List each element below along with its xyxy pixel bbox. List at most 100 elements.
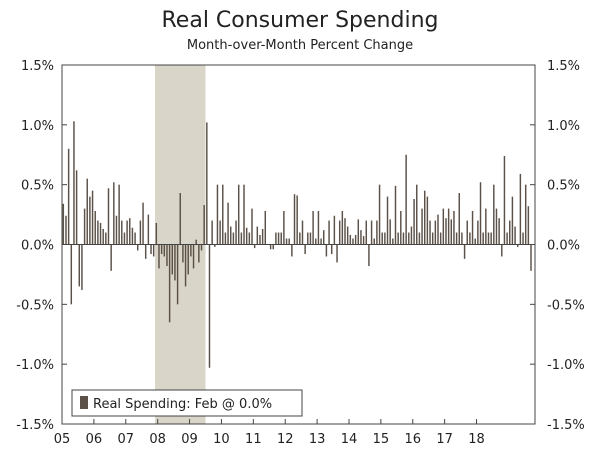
bar	[115, 215, 118, 245]
bar	[62, 203, 65, 245]
bar	[73, 121, 75, 245]
bar	[466, 220, 468, 245]
bar	[431, 232, 434, 245]
bar	[338, 220, 341, 245]
bar	[336, 244, 338, 263]
y-tick-label-left: 1.5%	[21, 59, 54, 74]
bar	[307, 232, 309, 245]
bar	[277, 232, 280, 245]
bar	[370, 220, 373, 245]
bar	[187, 244, 189, 275]
bar	[368, 244, 370, 267]
bar	[477, 220, 479, 245]
x-tick-label: 14	[341, 432, 358, 447]
bar	[455, 232, 458, 245]
y-tick-label-left: -0.5%	[16, 298, 54, 313]
bar	[78, 244, 80, 287]
x-tick-label: 05	[54, 432, 71, 447]
bar	[511, 196, 514, 245]
legend: Real Spending: Feb @ 0.0%	[71, 389, 303, 417]
bar	[166, 244, 168, 267]
bar	[222, 184, 224, 245]
bar	[280, 232, 282, 245]
bar	[208, 244, 211, 368]
x-tick-label: 09	[181, 432, 198, 447]
bar	[389, 219, 391, 245]
bar	[384, 232, 386, 245]
bar	[309, 232, 312, 245]
bar	[126, 220, 128, 245]
bar	[495, 208, 498, 245]
bar	[344, 218, 346, 245]
bar	[413, 199, 415, 245]
bar	[245, 227, 248, 245]
bar	[89, 196, 91, 245]
bar	[304, 244, 306, 255]
x-tick-label: 08	[149, 432, 166, 447]
bar	[333, 215, 336, 245]
bar	[70, 244, 73, 305]
bar	[522, 232, 524, 245]
bar	[272, 244, 274, 250]
bar	[352, 238, 354, 245]
bar	[506, 232, 508, 245]
bar	[421, 208, 423, 245]
bar	[142, 202, 144, 245]
bar	[317, 210, 320, 245]
bar	[482, 232, 484, 245]
bar	[392, 238, 394, 245]
bar	[113, 182, 115, 245]
legend-swatch	[80, 396, 88, 409]
y-tick-label-right: 1.5%	[547, 59, 580, 74]
bar	[349, 234, 352, 245]
bar	[320, 238, 322, 245]
bar	[530, 244, 532, 271]
bar	[179, 193, 181, 245]
bar	[102, 228, 104, 245]
bar	[437, 214, 439, 245]
legend-label: Real Spending: Feb @ 0.0%	[93, 397, 272, 412]
bar	[527, 206, 530, 245]
bar	[219, 220, 221, 245]
bar	[493, 184, 495, 245]
bar	[227, 202, 229, 245]
bar	[232, 232, 235, 245]
bar	[519, 173, 522, 245]
chart-title: Real Consumer Spending	[161, 8, 439, 33]
bar	[67, 148, 70, 245]
bar	[445, 218, 447, 245]
x-tick-label: 10	[213, 432, 230, 447]
bar	[461, 232, 463, 245]
bar	[418, 232, 421, 245]
bar	[400, 210, 402, 245]
bar	[283, 210, 285, 245]
bar	[354, 234, 357, 245]
bar	[524, 184, 527, 245]
bar	[97, 220, 99, 245]
bar	[259, 234, 261, 245]
bar	[293, 194, 296, 245]
y-tick-label-right: -0.5%	[547, 298, 585, 313]
bar	[65, 215, 67, 245]
bar	[323, 230, 325, 245]
bar	[261, 228, 264, 245]
bar	[243, 184, 245, 245]
bar	[315, 238, 317, 245]
bar	[129, 218, 131, 245]
bar	[158, 244, 160, 269]
x-tick-label: 13	[309, 432, 326, 447]
x-tick-label: 11	[245, 432, 262, 447]
y-tick-label-left: -1.5%	[16, 418, 54, 433]
bar	[408, 232, 410, 245]
bar	[429, 220, 431, 245]
bar	[453, 210, 455, 245]
bar	[253, 244, 256, 249]
bar	[479, 182, 482, 245]
bar	[134, 232, 136, 245]
bar	[200, 244, 203, 251]
bar	[107, 188, 110, 245]
bar	[405, 154, 407, 245]
bar	[328, 220, 330, 245]
bar	[439, 232, 442, 245]
bar	[206, 122, 208, 245]
